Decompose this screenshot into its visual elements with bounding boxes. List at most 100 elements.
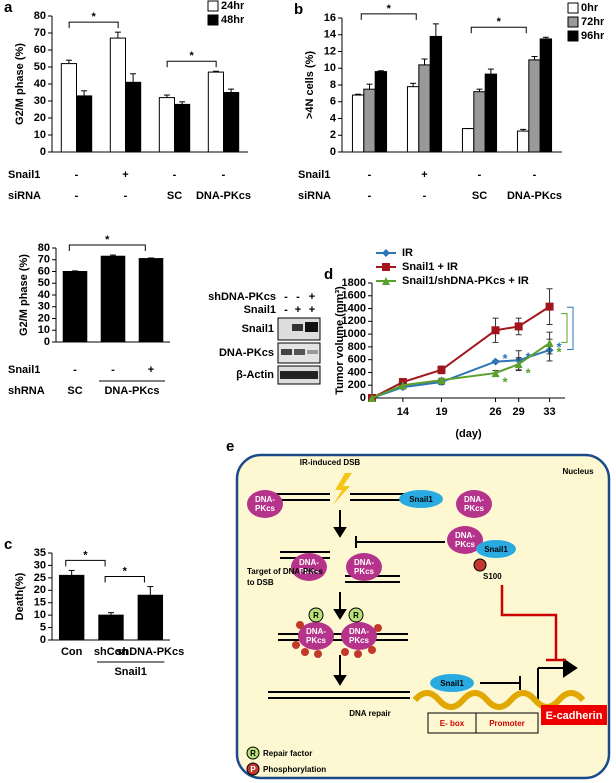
lightning: [333, 473, 352, 505]
row-value: -: [222, 169, 226, 181]
marker: [545, 339, 554, 348]
row-value: Snail1: [114, 666, 146, 678]
y-tick-label: 4: [330, 112, 337, 124]
band: [305, 322, 318, 332]
marker: [398, 381, 407, 390]
marker: [368, 394, 376, 402]
e-cadherin-box: [541, 705, 607, 725]
bar: [98, 614, 124, 641]
ir-label: IR-induced DSB: [300, 458, 361, 467]
e-cadherin-label: E-cadherin: [546, 710, 603, 722]
row-value: -: [173, 169, 177, 181]
y-tick-label: 14: [324, 29, 337, 41]
y-tick-label: 70: [38, 254, 50, 266]
bar: [351, 94, 365, 153]
p-symbol: P: [250, 765, 256, 774]
annotation: *: [526, 366, 532, 381]
y-tick-label: 20: [34, 584, 46, 596]
legend-swatch: [567, 2, 579, 14]
legend-label: 24hr: [221, 0, 245, 12]
marker: [437, 376, 446, 385]
row-value: DNA-PKcs: [196, 190, 251, 202]
marker: [514, 360, 523, 369]
row-value: DNA-PKcs: [104, 385, 159, 397]
r-symbol: R: [250, 749, 256, 758]
row-value: -: [111, 364, 115, 376]
blot-row-label: Snail1: [244, 304, 276, 316]
significance-bracket: [68, 21, 119, 29]
bar: [484, 73, 498, 153]
significance-label: *: [497, 16, 502, 28]
legend-label: IR: [402, 247, 413, 259]
y-tick-label: 15: [34, 597, 46, 609]
y-axis-label: Death(%): [14, 572, 26, 620]
y-tick-label: 10: [38, 324, 50, 336]
bar: [76, 95, 93, 153]
marker: [491, 369, 500, 378]
row-value: -: [368, 190, 372, 202]
row-value: +: [148, 364, 154, 376]
bar: [418, 64, 431, 153]
dna-pkcs-label: PKcs: [299, 567, 320, 576]
band-label: DNA-PKcs: [219, 347, 274, 359]
legend-swatch: [207, 0, 219, 12]
panel-label: d: [324, 266, 333, 283]
promoter-box: [475, 712, 539, 734]
series-line: [371, 342, 551, 399]
marker: [545, 302, 554, 311]
dna-pkcs-label: DNA-: [354, 558, 374, 567]
y-tick-label: 10: [34, 129, 46, 141]
y-tick-label: 30: [38, 301, 50, 313]
x-tick-label: 14: [397, 406, 410, 418]
row-value: DNA-PKcs: [507, 190, 562, 202]
band: [280, 371, 318, 379]
row-value: SC: [167, 190, 182, 202]
blot-row-label: shDNA-PKcs: [208, 291, 276, 303]
legend-symbol: [246, 746, 260, 760]
legend-label: Repair factor: [263, 749, 312, 758]
dna-pkcs-label: DNA-: [299, 558, 319, 567]
bar: [158, 97, 175, 153]
x-tick-label: shDNA-PKcs: [116, 646, 184, 658]
significance-bracket: [360, 13, 417, 20]
y-tick-label: 5: [40, 621, 46, 633]
row-value: -: [478, 169, 482, 181]
blot-row-value: +: [309, 304, 315, 316]
panel-label: b: [294, 1, 303, 18]
bar: [137, 594, 164, 641]
y-tick-label: 25: [34, 572, 46, 584]
significance-label: *: [387, 3, 392, 15]
panel-label: c: [4, 536, 12, 553]
y-tick-label: 60: [38, 265, 50, 277]
band: [281, 349, 292, 355]
legend-swatch: [567, 30, 579, 42]
diagram: e IR-induced DSB Nucleus DNA-PKcs DNA-PK…: [226, 438, 611, 780]
dna-pkcs-label: DNA-: [306, 627, 326, 636]
nucleus-label: Nucleus: [562, 467, 594, 476]
significance-bracket: [104, 576, 145, 583]
y-axis-label: G2/M phase (%): [18, 254, 30, 336]
legend-label: 96hr: [581, 30, 605, 42]
row-value: -: [533, 169, 537, 181]
y-tick-label: 600: [348, 354, 366, 366]
bar: [109, 37, 126, 153]
y-tick-label: 50: [38, 277, 50, 289]
bracket: [567, 306, 574, 350]
bar: [374, 71, 388, 153]
row-value: +: [122, 169, 128, 181]
significance-label: *: [92, 11, 97, 23]
significance-bracket: [65, 559, 106, 567]
row-value: -: [368, 169, 372, 181]
band: [292, 324, 303, 331]
dna-pkcs-label: PKcs: [354, 567, 375, 576]
legend-label: 72hr: [581, 16, 605, 28]
blot-row-value: +: [295, 304, 301, 316]
red-inhibition: [500, 585, 566, 662]
y-tick-label: 2: [330, 129, 336, 141]
dna-pkcs-label: PKcs: [464, 504, 485, 513]
series-line: [371, 349, 550, 399]
row-value: SC: [472, 190, 487, 202]
significance-bracket: [68, 244, 146, 252]
dna-pkcs-label: PKcs: [306, 636, 327, 645]
